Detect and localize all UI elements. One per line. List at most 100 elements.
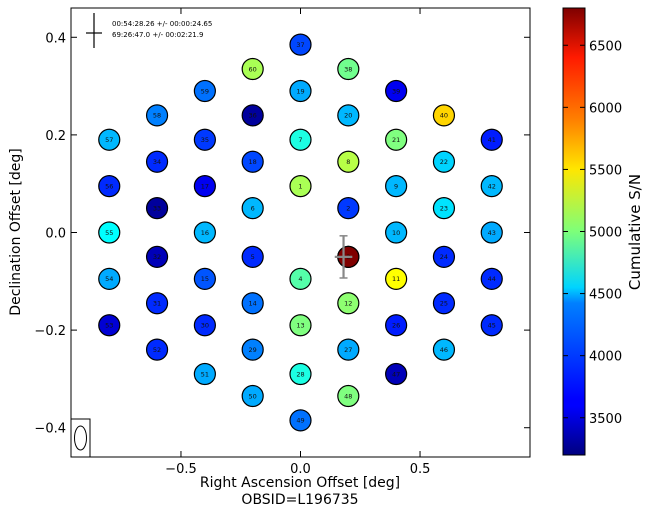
beam-marker: 9 <box>385 175 408 198</box>
y-axis-label: Declination Offset [deg] <box>8 148 24 315</box>
beam-circle <box>145 292 169 315</box>
beam-label: 51 <box>201 370 209 378</box>
colorbar-ticks: 3500 4000 4500 5000 5500 6000 6500 <box>563 39 622 427</box>
beam-circle <box>480 221 503 244</box>
beam-circle <box>289 362 312 386</box>
beam-label: 38 <box>344 65 352 73</box>
beam-circle <box>337 292 360 315</box>
beam-label: 26 <box>392 322 400 330</box>
beam-label: 56 <box>105 182 113 190</box>
beam-marker: 34 <box>145 150 169 173</box>
beam-circle <box>337 196 360 220</box>
beam-label: 45 <box>488 322 496 330</box>
beam-label: 44 <box>488 275 496 283</box>
beam-label: 7 <box>298 136 302 144</box>
beam-label: 18 <box>249 158 257 166</box>
beam-label: 25 <box>440 300 448 308</box>
beam-marker: 24 <box>432 245 456 269</box>
beam-circle <box>145 104 169 127</box>
beam-circle <box>98 314 121 337</box>
beam-circle <box>241 384 264 408</box>
beam-circle <box>98 175 121 198</box>
beam-marker: 40 <box>432 104 456 127</box>
beam-label: 37 <box>296 41 304 49</box>
beam-marker: 37 <box>289 33 312 56</box>
beam-circle <box>241 245 264 269</box>
colorbar-tick-label: 3500 <box>589 412 622 427</box>
beam-marker: 22 <box>432 150 456 173</box>
beam-circle <box>385 79 408 103</box>
beam-marker: 45 <box>480 314 503 337</box>
beam-circle <box>289 314 312 337</box>
beam-circle <box>241 57 264 81</box>
beam-circle <box>98 128 121 151</box>
beam-label: 54 <box>105 275 113 283</box>
x-axis-label: Right Ascension Offset [deg] <box>200 475 400 491</box>
beam-marker: 44 <box>480 267 503 290</box>
beam-circle <box>289 128 312 151</box>
beam-marker: 1 <box>289 175 312 198</box>
beam-circle <box>337 150 360 173</box>
beam-label: 27 <box>344 346 352 354</box>
y-tick-label: 0.4 <box>45 31 66 46</box>
beam-marker: 25 <box>432 292 456 315</box>
beam-shape-legend <box>70 418 91 458</box>
beam-marker: 23 <box>432 196 456 220</box>
colorbar-tick-label: 5000 <box>589 226 622 241</box>
beam-marker: 10 <box>385 221 408 244</box>
footer-label: OBSID=L196735 <box>241 492 358 508</box>
beam-circle <box>432 338 456 361</box>
beam-label: 13 <box>296 322 304 330</box>
beam-label: 14 <box>249 300 257 308</box>
beam-label: 39 <box>392 87 400 95</box>
beam-label: 29 <box>249 346 257 354</box>
beam-label: 24 <box>440 253 448 261</box>
beam-marker: 55 <box>98 221 121 244</box>
beam-label: 8 <box>346 158 350 166</box>
beam-label: 36 <box>249 112 257 120</box>
y-tick-label: 0.0 <box>45 227 66 242</box>
beam-label: 59 <box>201 87 209 95</box>
plot-area <box>70 7 531 458</box>
beam-circle <box>193 221 216 244</box>
beam-marker: 16 <box>193 221 216 244</box>
beam-marker: 49 <box>289 409 312 432</box>
beam-label: 50 <box>249 392 257 400</box>
beam-marker: 60 <box>241 57 264 81</box>
beam-circle <box>193 128 216 151</box>
beam-circle <box>145 150 169 173</box>
beam-label: 42 <box>488 182 496 190</box>
beam-label: 30 <box>201 322 209 330</box>
beam-circle <box>337 104 360 127</box>
beam-marker: 7 <box>289 128 312 151</box>
beam-circle <box>98 267 121 290</box>
beam-circle <box>385 175 408 198</box>
beam-marker: 35 <box>193 128 216 151</box>
beam-circle <box>193 267 216 290</box>
beam-markers: 1234567891011121314151617181920212223242… <box>98 33 503 432</box>
colorbar-label: Cumulative S/N <box>626 174 644 290</box>
beam-marker: 8 <box>337 150 360 173</box>
beam-label: 33 <box>153 204 161 212</box>
beam-label: 52 <box>153 346 161 354</box>
beam-circle <box>337 57 360 81</box>
beam-marker: 36 <box>241 104 264 127</box>
beam-label: 58 <box>153 112 161 120</box>
beam-circle <box>385 221 408 244</box>
beam-circle <box>289 409 312 432</box>
beam-marker: 4 <box>289 267 312 290</box>
beam-circle <box>193 175 216 198</box>
beam-label: 17 <box>201 182 209 190</box>
beam-label: 55 <box>105 229 113 237</box>
beam-circle <box>289 267 312 290</box>
beam-circle <box>385 362 408 386</box>
beam-circle <box>193 362 216 386</box>
beam-marker: 31 <box>145 292 169 315</box>
beam-label: 22 <box>440 158 448 166</box>
beam-circle <box>289 175 312 198</box>
beam-circle <box>193 79 216 103</box>
beam-marker: 17 <box>193 175 216 198</box>
beam-label: 40 <box>440 112 448 120</box>
beam-circle <box>145 196 169 220</box>
beam-circle <box>432 150 456 173</box>
